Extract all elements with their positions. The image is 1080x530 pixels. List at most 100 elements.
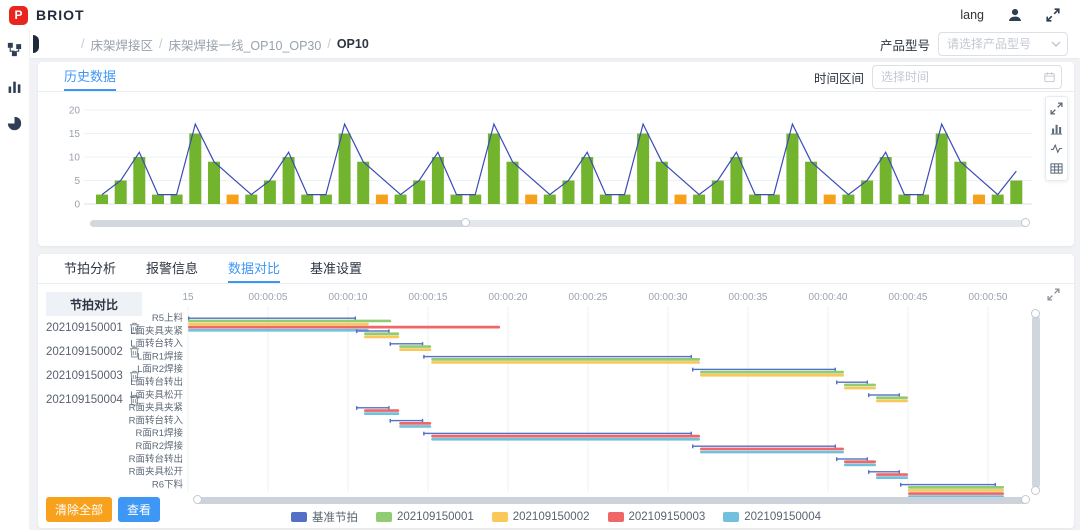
legend-label: 202109150004	[744, 511, 821, 523]
tab-history-data[interactable]: 历史数据	[64, 62, 117, 91]
sidebar-collapse-handle[interactable]	[33, 35, 39, 53]
svg-text:L面夹具松开: L面夹具松开	[130, 389, 183, 401]
svg-text:20: 20	[69, 106, 81, 117]
gantt-chart-svg: 15 00:00:05 00:00:10 00:00:15 00:00:20 00:00:…	[129, 292, 1008, 498]
compare-item-label: 202109150001	[46, 322, 123, 334]
trash-icon[interactable]	[129, 346, 140, 358]
chart-fullscreen-icon[interactable]	[1050, 102, 1063, 115]
time-range-input[interactable]	[872, 65, 1062, 89]
history-bar-chart-svg: 0 5 10 15 20	[69, 106, 1032, 211]
breadcrumb-item[interactable]: 床架焊接区	[90, 38, 153, 53]
breadcrumb-separator: /	[327, 37, 331, 51]
sidebar-item-pie-chart[interactable]	[7, 116, 22, 131]
trash-icon[interactable]	[129, 370, 140, 382]
breadcrumb-item[interactable]: OP10	[336, 37, 369, 51]
svg-text:00:00:15: 00:00:15	[409, 292, 448, 303]
legend-item[interactable]: 202109150003	[607, 511, 705, 523]
chevron-down-icon	[1051, 41, 1061, 47]
tab-报警信息[interactable]: 报警信息	[146, 261, 199, 276]
legend-swatch	[376, 512, 392, 522]
svg-text:00:00:40: 00:00:40	[809, 292, 848, 303]
legend-label: 202109150002	[512, 511, 590, 523]
compare-item-label: 202109150004	[46, 394, 123, 406]
tab-数据对比[interactable]: 数据对比	[228, 254, 281, 283]
svg-text:L面R1焊接: L面R1焊接	[137, 350, 183, 362]
data-view-icon[interactable]	[1050, 162, 1063, 175]
history-chart: 0 5 10 15 20	[54, 98, 1044, 223]
product-model-input[interactable]	[938, 32, 1068, 56]
view-button[interactable]: 查看	[118, 497, 161, 522]
breadcrumb-separator: /	[159, 37, 163, 51]
chart-scrollbar[interactable]	[90, 218, 1030, 227]
scrollbar-handle[interactable]	[1021, 495, 1030, 504]
gantt-vertical-scrollbar[interactable]	[1031, 309, 1040, 495]
svg-text:L面转台转出: L面转台转出	[130, 376, 183, 388]
brand-name: BRIOT	[36, 7, 85, 23]
time-range-picker[interactable]	[872, 65, 1062, 89]
brand-logo-icon[interactable]: P	[9, 5, 28, 25]
svg-text:R面R2焊接: R面R2焊接	[135, 440, 183, 452]
gantt-legend: 基准节拍 202109150001 202109150002 202109150003…	[38, 509, 1074, 525]
svg-text:R面转台转出: R面转台转出	[129, 453, 183, 465]
legend-item[interactable]: 202109150004	[723, 511, 821, 523]
legend-item[interactable]: 基准节拍	[291, 509, 358, 525]
left-sidebar	[0, 30, 30, 530]
breadcrumb-bar: / 床架焊接区 / 床架焊接一线_OP10_OP30 / OP10 产品型号	[30, 30, 1080, 58]
language-switch[interactable]: lang	[960, 8, 984, 22]
scrollbar-handle[interactable]	[1021, 218, 1030, 227]
legend-swatch	[291, 512, 307, 522]
tab-基准设置[interactable]: 基准设置	[310, 261, 363, 276]
svg-text:00:00:20: 00:00:20	[489, 292, 528, 303]
bar-chart-icon[interactable]	[1050, 122, 1063, 135]
svg-text:00:00:50: 00:00:50	[969, 292, 1008, 303]
legend-item[interactable]: 202109150001	[376, 511, 474, 523]
scrollbar-handle[interactable]	[193, 495, 202, 504]
breadcrumb-item[interactable]: 床架焊接一线_OP10_OP30	[168, 38, 322, 53]
compare-panel-title: 节拍对比	[46, 292, 142, 316]
legend-label: 基准节拍	[312, 512, 358, 524]
clear-all-button[interactable]: 清除全部	[46, 497, 113, 522]
legend-label: 202109150001	[397, 511, 474, 523]
compare-list: 202109150001 202109150002 202109150003 2021…	[46, 316, 146, 412]
svg-text:L面夹具夹紧: L面夹具夹紧	[130, 325, 183, 337]
scrollbar-handle[interactable]	[1031, 486, 1040, 495]
svg-text:00:00:10: 00:00:10	[329, 292, 368, 303]
product-model-select[interactable]	[938, 32, 1068, 56]
sidebar-item-bar-chart[interactable]	[7, 79, 22, 94]
svg-text:00:00:30: 00:00:30	[649, 292, 688, 303]
svg-text:R面夹具松开: R面夹具松开	[129, 466, 184, 478]
detail-tabs: 节拍分析 报警信息 数据对比 基准设置	[38, 254, 1074, 284]
svg-text:00:00:25: 00:00:25	[569, 292, 608, 303]
compare-item-label: 202109150002	[46, 346, 123, 358]
gantt-fullscreen-icon[interactable]	[1047, 288, 1060, 301]
svg-text:10: 10	[69, 153, 81, 164]
sidebar-item-workflow[interactable]	[7, 42, 22, 57]
chart-toolbar	[1045, 96, 1068, 181]
breadcrumb-separator: /	[81, 37, 85, 51]
compare-panel: 节拍对比 202109150001 202109150002 20210915000…	[46, 292, 146, 412]
svg-text:R面R1焊接: R面R1焊接	[135, 427, 183, 439]
svg-text:R6下料: R6下料	[152, 478, 184, 490]
fullscreen-icon[interactable]	[1046, 8, 1060, 22]
legend-item[interactable]: 202109150002	[491, 511, 590, 523]
scrollbar-handle[interactable]	[461, 218, 471, 227]
svg-text:R面夹具夹紧: R面夹具夹紧	[129, 402, 183, 414]
compare-list-item: 202109150002	[46, 340, 146, 364]
trash-icon[interactable]	[129, 322, 140, 334]
user-icon[interactable]	[1008, 8, 1022, 22]
tab-节拍分析[interactable]: 节拍分析	[64, 261, 117, 276]
compare-list-item: 202109150001	[46, 316, 146, 340]
svg-text:0: 0	[74, 200, 80, 211]
detail-panel: 节拍分析 报警信息 数据对比 基准设置 节拍对比 202109150001 202109…	[38, 254, 1074, 528]
trash-icon[interactable]	[129, 394, 140, 406]
gantt-horizontal-scrollbar[interactable]	[193, 495, 1030, 504]
legend-swatch	[607, 512, 624, 522]
svg-text:5: 5	[74, 176, 80, 187]
top-bar: P BRIOT lang	[0, 0, 1080, 30]
scrollbar-handle[interactable]	[1031, 309, 1040, 318]
product-model-label: 产品型号	[879, 38, 930, 53]
breadcrumb: / 床架焊接区 / 床架焊接一线_OP10_OP30 / OP10	[81, 35, 369, 54]
line-chart-icon[interactable]	[1050, 142, 1063, 155]
svg-text:00:00:05: 00:00:05	[249, 292, 288, 303]
legend-swatch	[723, 512, 740, 522]
